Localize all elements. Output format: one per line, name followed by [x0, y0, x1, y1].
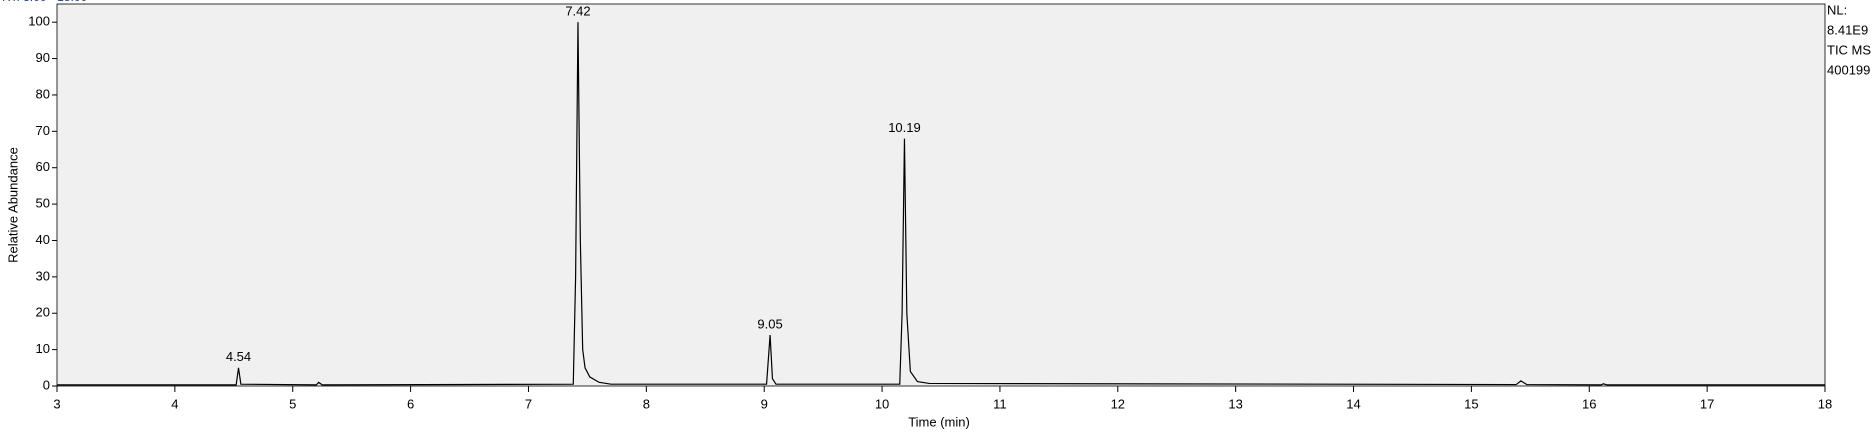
x-tick-label: 13 [1228, 396, 1242, 411]
x-tick-label: 11 [993, 396, 1007, 411]
y-tick-label: 60 [36, 159, 50, 174]
x-tick-label: 4 [171, 396, 178, 411]
x-tick-label: 12 [1111, 396, 1125, 411]
y-tick-label: 40 [36, 232, 50, 247]
peak-label: 9.05 [757, 317, 782, 332]
x-tick-label: 3 [53, 396, 60, 411]
x-tick-label: 7 [525, 396, 532, 411]
header: RT: 3.00 - 18.00 [2, 0, 87, 4]
x-axis-label: Time (min) [908, 414, 970, 429]
y-tick-label: 70 [36, 123, 50, 138]
x-tick-label: 6 [407, 396, 414, 411]
x-tick-label: 8 [643, 396, 650, 411]
x-tick-label: 17 [1700, 396, 1714, 411]
y-tick-label: 100 [28, 14, 50, 29]
info-text: 8.41E9 [1827, 22, 1868, 37]
x-tick-label: 10 [875, 396, 889, 411]
peak-label: 7.42 [565, 4, 590, 19]
y-axis-label: Relative Abundance [5, 147, 20, 263]
trace [57, 22, 1825, 386]
peak-label: 10.19 [888, 120, 921, 135]
y-tick-label: 80 [36, 86, 50, 101]
x-tick-label: 14 [1346, 396, 1360, 411]
info-text: NL: [1827, 2, 1847, 17]
x-tick-label: 18 [1818, 396, 1832, 411]
x-tick-label: 5 [289, 396, 296, 411]
plot-area [56, 3, 1826, 387]
x-tick-label: 16 [1582, 396, 1596, 411]
y-tick-label: 10 [36, 341, 50, 356]
y-tick-label: 20 [36, 305, 50, 320]
peak-label: 4.54 [226, 349, 251, 364]
y-tick-label: 30 [36, 268, 50, 283]
y-tick-label: 50 [36, 196, 50, 211]
y-tick-label: 90 [36, 50, 50, 65]
x-tick-label: 15 [1464, 396, 1478, 411]
y-tick-label: 0 [43, 377, 50, 392]
info-text: 400199 [1827, 62, 1870, 77]
x-tick-label: 9 [761, 396, 768, 411]
info-text: TIC MS [1827, 42, 1871, 57]
